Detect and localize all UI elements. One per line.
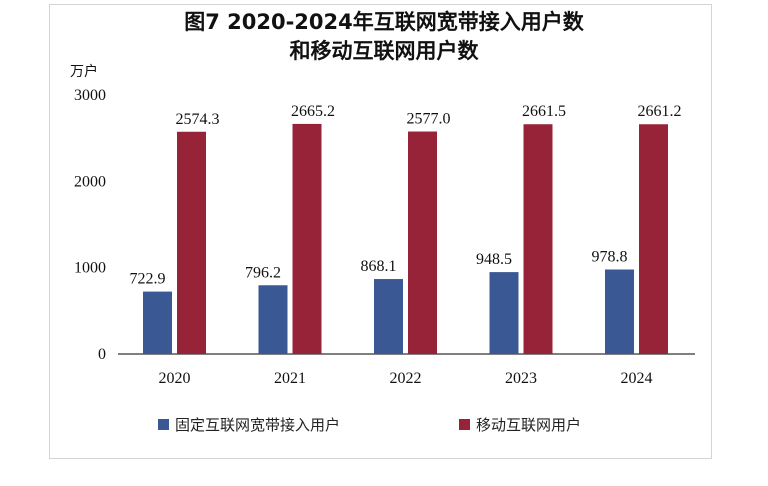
bar-mobile-internet-2021 [292,123,322,354]
legend-label-fixed-broadband: 固定互联网宽带接入用户 [175,416,341,434]
x-tick-label: 2021 [274,370,306,387]
y-tick-label: 3000 [74,87,106,104]
bar-mobile-internet-2020 [177,131,206,354]
data-label: 2661.5 [522,103,566,120]
x-tick-label: 2022 [390,370,422,387]
legend-item-mobile-internet: 移动互联网用户 [459,414,581,435]
y-tick-label: 2000 [74,173,106,190]
bar-fixed-broadband-2022 [374,279,403,354]
data-label: 2661.2 [638,103,682,120]
chart-title-line-2: 和移动互联网用户数 [289,39,479,63]
y-tick-label: 0 [98,346,106,363]
bar-mobile-internet-2024 [639,124,668,355]
bar-fixed-broadband-2020 [143,291,172,354]
chart-title-line-1: 图7 2020-2024年互联网宽带接入用户数 [184,10,584,34]
bar-mobile-internet-2022 [408,131,437,354]
legend-swatch-fixed-broadband [158,419,169,430]
x-tick-label: 2020 [159,370,191,387]
data-label: 2574.3 [176,111,220,128]
data-label: 948.5 [476,251,512,268]
bar-fixed-broadband-2023 [489,272,519,354]
y-axis-unit-label: 万户 [70,63,98,80]
bar-mobile-internet-2023 [523,124,553,354]
data-label: 796.2 [245,264,281,281]
chart-frame [49,4,712,459]
legend-swatch-mobile-internet [459,419,470,430]
bar-fixed-broadband-2021 [258,285,288,354]
y-tick-label: 1000 [74,260,106,277]
data-label: 2577.0 [407,111,451,128]
chart-title: 图7 2020-2024年互联网宽带接入用户数 和移动互联网用户数 [0,8,768,66]
legend-item-fixed-broadband: 固定互联网宽带接入用户 [158,414,340,435]
data-label: 722.9 [130,271,166,288]
bar-fixed-broadband-2024 [605,269,634,354]
x-tick-label: 2023 [505,370,537,387]
legend-label-mobile-internet: 移动互联网用户 [476,416,582,434]
data-label: 2665.2 [291,103,335,120]
data-label: 868.1 [361,258,397,275]
x-tick-label: 2024 [621,370,653,387]
data-label: 978.8 [592,248,628,265]
